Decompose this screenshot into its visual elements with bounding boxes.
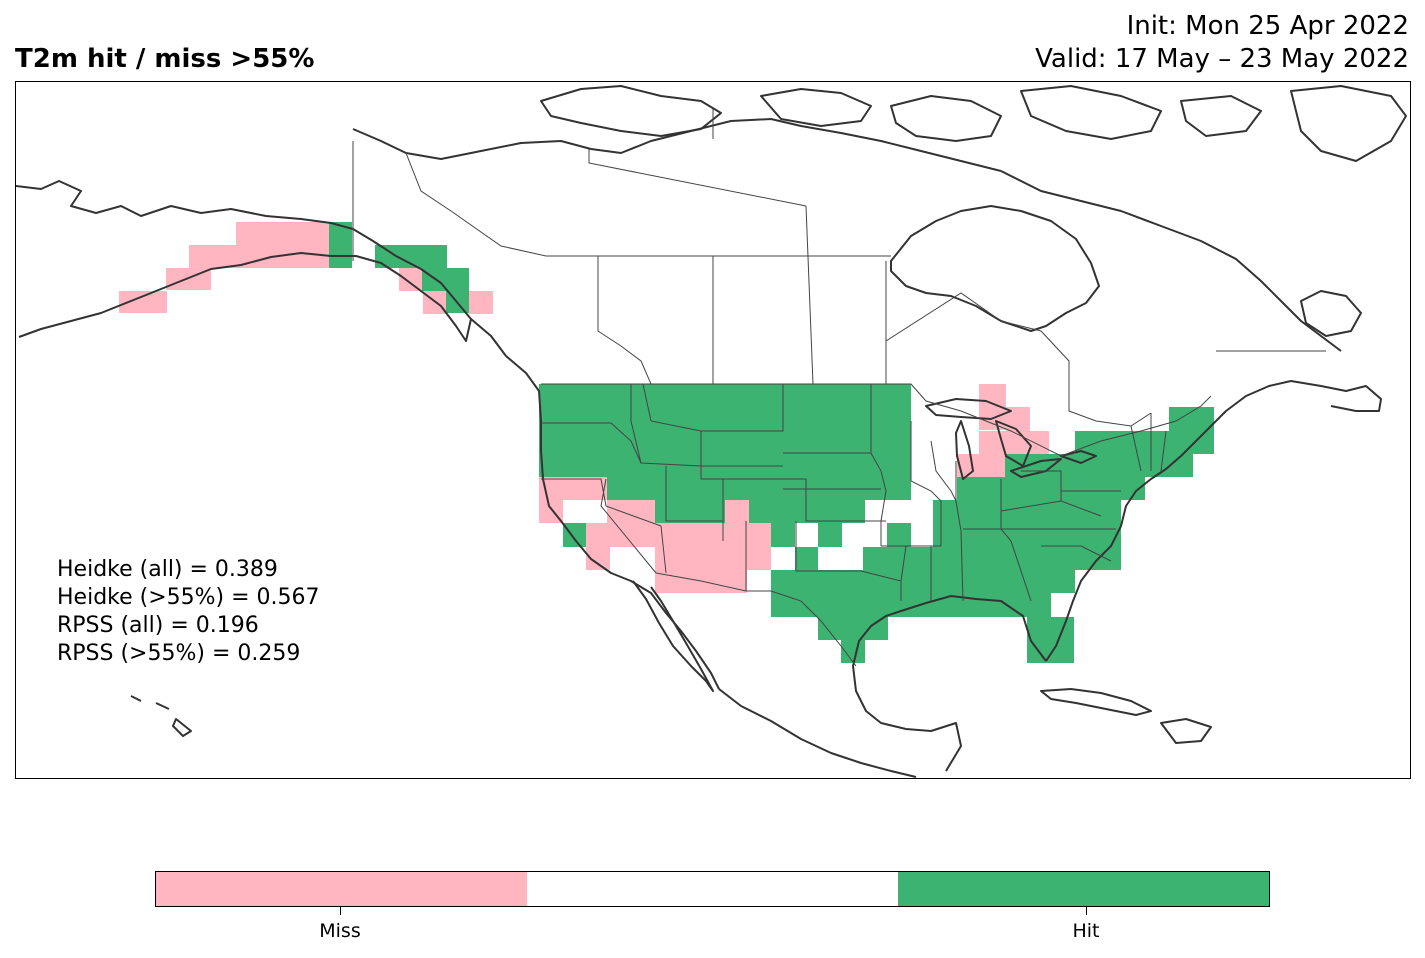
rpss-55-stat: RPSS (>55%) = 0.259 — [57, 641, 301, 666]
atlantic-coast — [1045, 380, 1382, 662]
miss-cell — [399, 268, 422, 291]
miss-cell — [539, 477, 607, 500]
lake-ontario — [1060, 450, 1097, 464]
labrador-coast — [1000, 170, 1342, 352]
us-canada-border — [541, 383, 1212, 457]
legend-miss-label: Miss — [319, 920, 361, 942]
hit-cell — [771, 570, 911, 593]
map-title: T2m hit / miss >55% — [15, 44, 315, 74]
lake-erie — [1010, 458, 1062, 478]
hit-cell — [1027, 617, 1074, 663]
legend-neutral-swatch — [527, 872, 898, 906]
hit-cell — [1121, 477, 1145, 500]
hit-cell — [957, 500, 1121, 547]
hawaii — [130, 695, 192, 737]
hit-cell — [771, 593, 911, 617]
hit-cell — [933, 500, 957, 547]
mexico-coast — [718, 688, 917, 778]
legend-miss-tick — [340, 907, 341, 915]
pacific-coast — [470, 318, 720, 690]
hit-cell — [863, 547, 911, 570]
lake-superior — [925, 398, 1012, 420]
miss-cell — [586, 523, 610, 570]
coastlines — [16, 85, 1407, 778]
map-panel — [15, 81, 1411, 779]
score-stats: Heidke (all) = 0.389 Heidke (>55%) = 0.5… — [57, 556, 320, 668]
lake-michigan — [955, 420, 974, 480]
hudson-bay — [890, 205, 1100, 332]
hit-cell — [795, 547, 818, 570]
miss-cell — [119, 291, 167, 313]
political-borders — [352, 109, 1326, 667]
init-date: Init: Mon 25 Apr 2022 — [1126, 11, 1409, 41]
miss-cell — [607, 500, 655, 523]
arctic-coast — [352, 118, 1002, 172]
us-mexico-border — [655, 572, 857, 667]
heidke-all-stat: Heidke (all) = 0.389 — [57, 557, 278, 582]
legend-hit-label: Hit — [1072, 920, 1100, 942]
hit-cell — [375, 245, 447, 268]
miss-cell — [607, 523, 771, 547]
miss-cell — [189, 245, 329, 268]
hit-cell — [818, 617, 888, 640]
hit-cell — [863, 477, 911, 500]
miss-cell — [655, 547, 771, 570]
miss-cell — [469, 291, 493, 314]
miss-cell — [236, 222, 329, 245]
hit-cell — [771, 523, 795, 547]
hit-cell — [818, 523, 842, 547]
legend-colorbar — [155, 871, 1270, 907]
miss-cell — [979, 431, 1049, 454]
arctic-islands — [540, 85, 722, 137]
hit-cell — [911, 547, 1075, 593]
hit-cell — [887, 523, 911, 547]
miss-cell — [725, 500, 749, 523]
hispaniola — [1160, 718, 1212, 744]
legend-hit-tick — [1086, 907, 1087, 915]
alaska-coast — [16, 180, 472, 342]
hit-cell — [563, 523, 586, 547]
gulf-coast — [852, 595, 1047, 772]
hit-cell — [446, 268, 469, 313]
date-info: Init: Mon 25 Apr 2022 Valid: 17 May – 23… — [1035, 10, 1409, 76]
hit-cell — [1121, 431, 1193, 477]
newfoundland — [1300, 290, 1362, 337]
hit-cell — [329, 222, 352, 268]
legend-hit-swatch — [898, 872, 1269, 906]
hit-cell — [957, 477, 1075, 500]
legend-miss-swatch — [156, 872, 527, 906]
hit-cell — [1075, 477, 1121, 500]
hit-cell — [911, 593, 1051, 617]
baja-coast — [632, 580, 714, 692]
heidke-55-stat: Heidke (>55%) = 0.567 — [57, 585, 320, 610]
hit-cell — [841, 640, 865, 663]
rpss-all-stat: RPSS (all) = 0.196 — [57, 613, 259, 638]
miss-cell — [957, 454, 1005, 477]
map-svg — [16, 85, 1407, 778]
valid-date: Valid: 17 May – 23 May 2022 — [1035, 44, 1409, 74]
cuba — [1040, 688, 1152, 716]
